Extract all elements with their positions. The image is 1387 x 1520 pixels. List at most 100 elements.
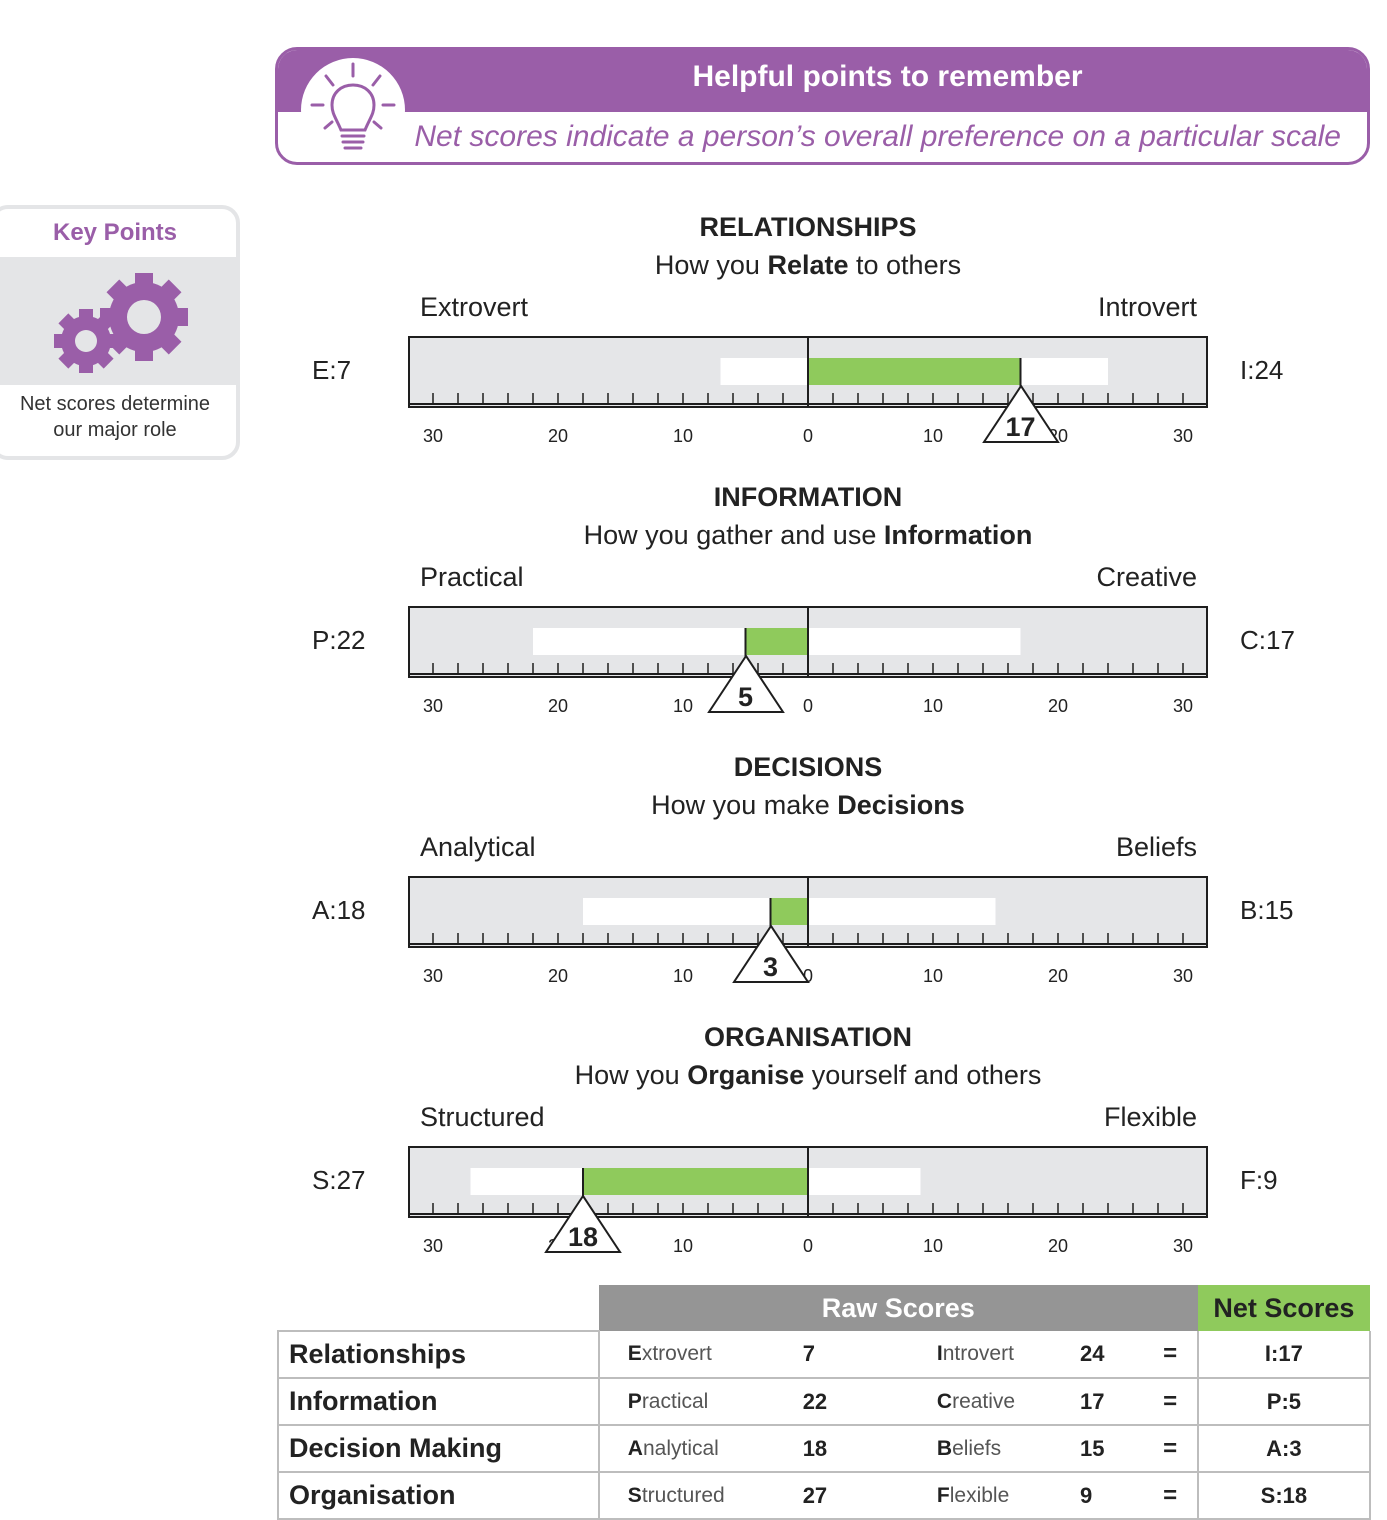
right-trait-initial: I xyxy=(936,1342,943,1365)
net-score-label: 18 xyxy=(567,1222,599,1252)
net-pointer-triangle xyxy=(544,1194,622,1253)
net-score-bar xyxy=(770,898,808,925)
scale-subtitle-bold: Relate xyxy=(767,250,849,280)
right-trait: Beliefs xyxy=(908,1425,1068,1473)
scale-subtitle-pre: How you make xyxy=(651,790,838,820)
tick-label: 30 xyxy=(1172,966,1194,986)
tick-label: 20 xyxy=(547,426,569,446)
banner-header-band xyxy=(278,50,1367,112)
right-trait: Introvert xyxy=(908,1331,1068,1379)
left-raw-score: A:18 xyxy=(312,895,366,925)
net-score-pointer xyxy=(544,1194,622,1253)
left-trait: Structured xyxy=(597,1472,779,1520)
tick-label: 30 xyxy=(1172,426,1194,446)
table-header-row: Raw Scores Net Scores xyxy=(278,1285,1370,1331)
equals-sign: = xyxy=(1143,1378,1198,1426)
scale-subtitle-bold: Organise xyxy=(687,1060,805,1090)
right-trait-rest: eliefs xyxy=(952,1436,1002,1460)
net-score-value: A:3 xyxy=(1196,1425,1372,1473)
right-raw-score: F:9 xyxy=(1240,1165,1278,1195)
right-trait-initial: F xyxy=(936,1483,950,1507)
right-raw-value: 17 xyxy=(1067,1378,1144,1426)
net-score-bar xyxy=(583,1168,808,1195)
net-pointer-triangle xyxy=(731,924,810,983)
gears-icon xyxy=(54,273,188,373)
right-raw-band xyxy=(808,628,1021,655)
table-row: Decision Making Analytical 18 Beliefs 15 = A:3 xyxy=(277,1424,1372,1473)
net-score-value: I:17 xyxy=(1196,1331,1372,1379)
left-trait-rest: ractical xyxy=(641,1389,709,1413)
left-trait-rest: tructured xyxy=(641,1483,725,1507)
table-body: Relationships Extrovert 7 Introvert 24 = I:17 I… xyxy=(277,1330,1372,1520)
right-trait-rest: lexible xyxy=(949,1483,1010,1507)
row-category: Relationships xyxy=(277,1330,600,1379)
tick-label: 10 xyxy=(672,426,694,446)
table-row: Organisation Structured 27 Flexible 9 = S:18 xyxy=(277,1471,1372,1520)
tick-label: 30 xyxy=(422,966,444,986)
net-pointer-triangle xyxy=(706,654,785,713)
row-category: Decision Making xyxy=(277,1424,600,1473)
net-score-bar xyxy=(745,628,808,655)
tick-label: 30 xyxy=(422,426,444,446)
net-score-value: S:18 xyxy=(1196,1472,1372,1520)
left-raw-score: S:27 xyxy=(312,1165,366,1195)
scale-subtitle-pre: How you xyxy=(654,250,768,280)
scale-subtitle-post: yourself and others xyxy=(804,1060,1042,1090)
scale-subtitle: How you make Decisions xyxy=(408,790,1208,821)
scale-track xyxy=(408,606,1208,678)
left-pole-label: Structured xyxy=(420,1102,545,1132)
tick-label: 0 xyxy=(802,426,814,446)
right-trait-initial: C xyxy=(936,1389,953,1413)
scale-graphic xyxy=(410,608,1206,676)
left-raw-value: 7 xyxy=(778,1331,909,1379)
key-points-title: Key Points xyxy=(52,219,178,246)
left-pole-label: Practical xyxy=(420,562,524,592)
table-row: Relationships Extrovert 7 Introvert 24 = I:17 xyxy=(277,1330,1372,1379)
lightbulb-icon xyxy=(301,58,405,162)
right-raw-value: 24 xyxy=(1067,1331,1144,1379)
key-points-box: Key Points xyxy=(0,205,240,460)
scale-graphic xyxy=(410,1148,1206,1216)
tick-label: 0 xyxy=(802,1236,814,1256)
right-raw-score: B:15 xyxy=(1240,895,1294,925)
scale-subtitle: How you gather and use Information xyxy=(408,520,1208,551)
table-row: Information Practical 22 Creative 17 = P:5 xyxy=(277,1377,1372,1426)
left-trait-initial: P xyxy=(627,1389,642,1413)
left-trait-rest: nalytical xyxy=(642,1436,719,1460)
right-trait: Creative xyxy=(908,1378,1068,1426)
left-raw-value: 18 xyxy=(778,1425,909,1473)
table-header-blank xyxy=(278,1285,599,1331)
right-pole-label: Creative xyxy=(1096,562,1197,592)
left-trait-initial: A xyxy=(627,1436,643,1460)
banner-subtitle: Net scores indicate a person’s overall p… xyxy=(414,120,1341,153)
scores-table: Raw Scores Net Scores Relationships Extro… xyxy=(277,1285,1372,1520)
net-score-label: 5 xyxy=(737,682,754,712)
tick-label: 10 xyxy=(922,696,944,716)
left-trait: Practical xyxy=(597,1378,779,1426)
scale-subtitle-bold: Decisions xyxy=(837,790,965,820)
scale-subtitle-pre: How you xyxy=(574,1060,688,1090)
key-points-text-line2: our major role xyxy=(53,419,177,441)
net-score-pointer xyxy=(981,384,1060,443)
left-trait: Extrovert xyxy=(597,1331,779,1379)
left-trait: Analytical xyxy=(597,1425,779,1473)
tick-label: 20 xyxy=(547,966,569,986)
tick-label: 10 xyxy=(672,1236,694,1256)
net-score-label: 3 xyxy=(762,952,779,982)
left-raw-score: P:22 xyxy=(312,625,366,655)
tick-label: 30 xyxy=(1172,1236,1194,1256)
tick-label: 20 xyxy=(547,696,569,716)
equals-sign: = xyxy=(1143,1425,1198,1473)
tick-label: 30 xyxy=(1172,696,1194,716)
left-trait-rest: xtrovert xyxy=(641,1342,712,1365)
net-score-label: 17 xyxy=(1005,412,1036,442)
right-raw-value: 9 xyxy=(1067,1472,1144,1520)
scale-subtitle-bold: Information xyxy=(883,520,1033,550)
net-scores-header: Net Scores xyxy=(1197,1285,1370,1331)
right-pole-label: Flexible xyxy=(1103,1102,1197,1132)
tick-label: 10 xyxy=(922,966,944,986)
tick-label: 30 xyxy=(422,696,444,716)
tick-label: 0 xyxy=(802,696,814,716)
left-raw-band xyxy=(720,358,808,385)
scale-track xyxy=(408,1146,1208,1218)
